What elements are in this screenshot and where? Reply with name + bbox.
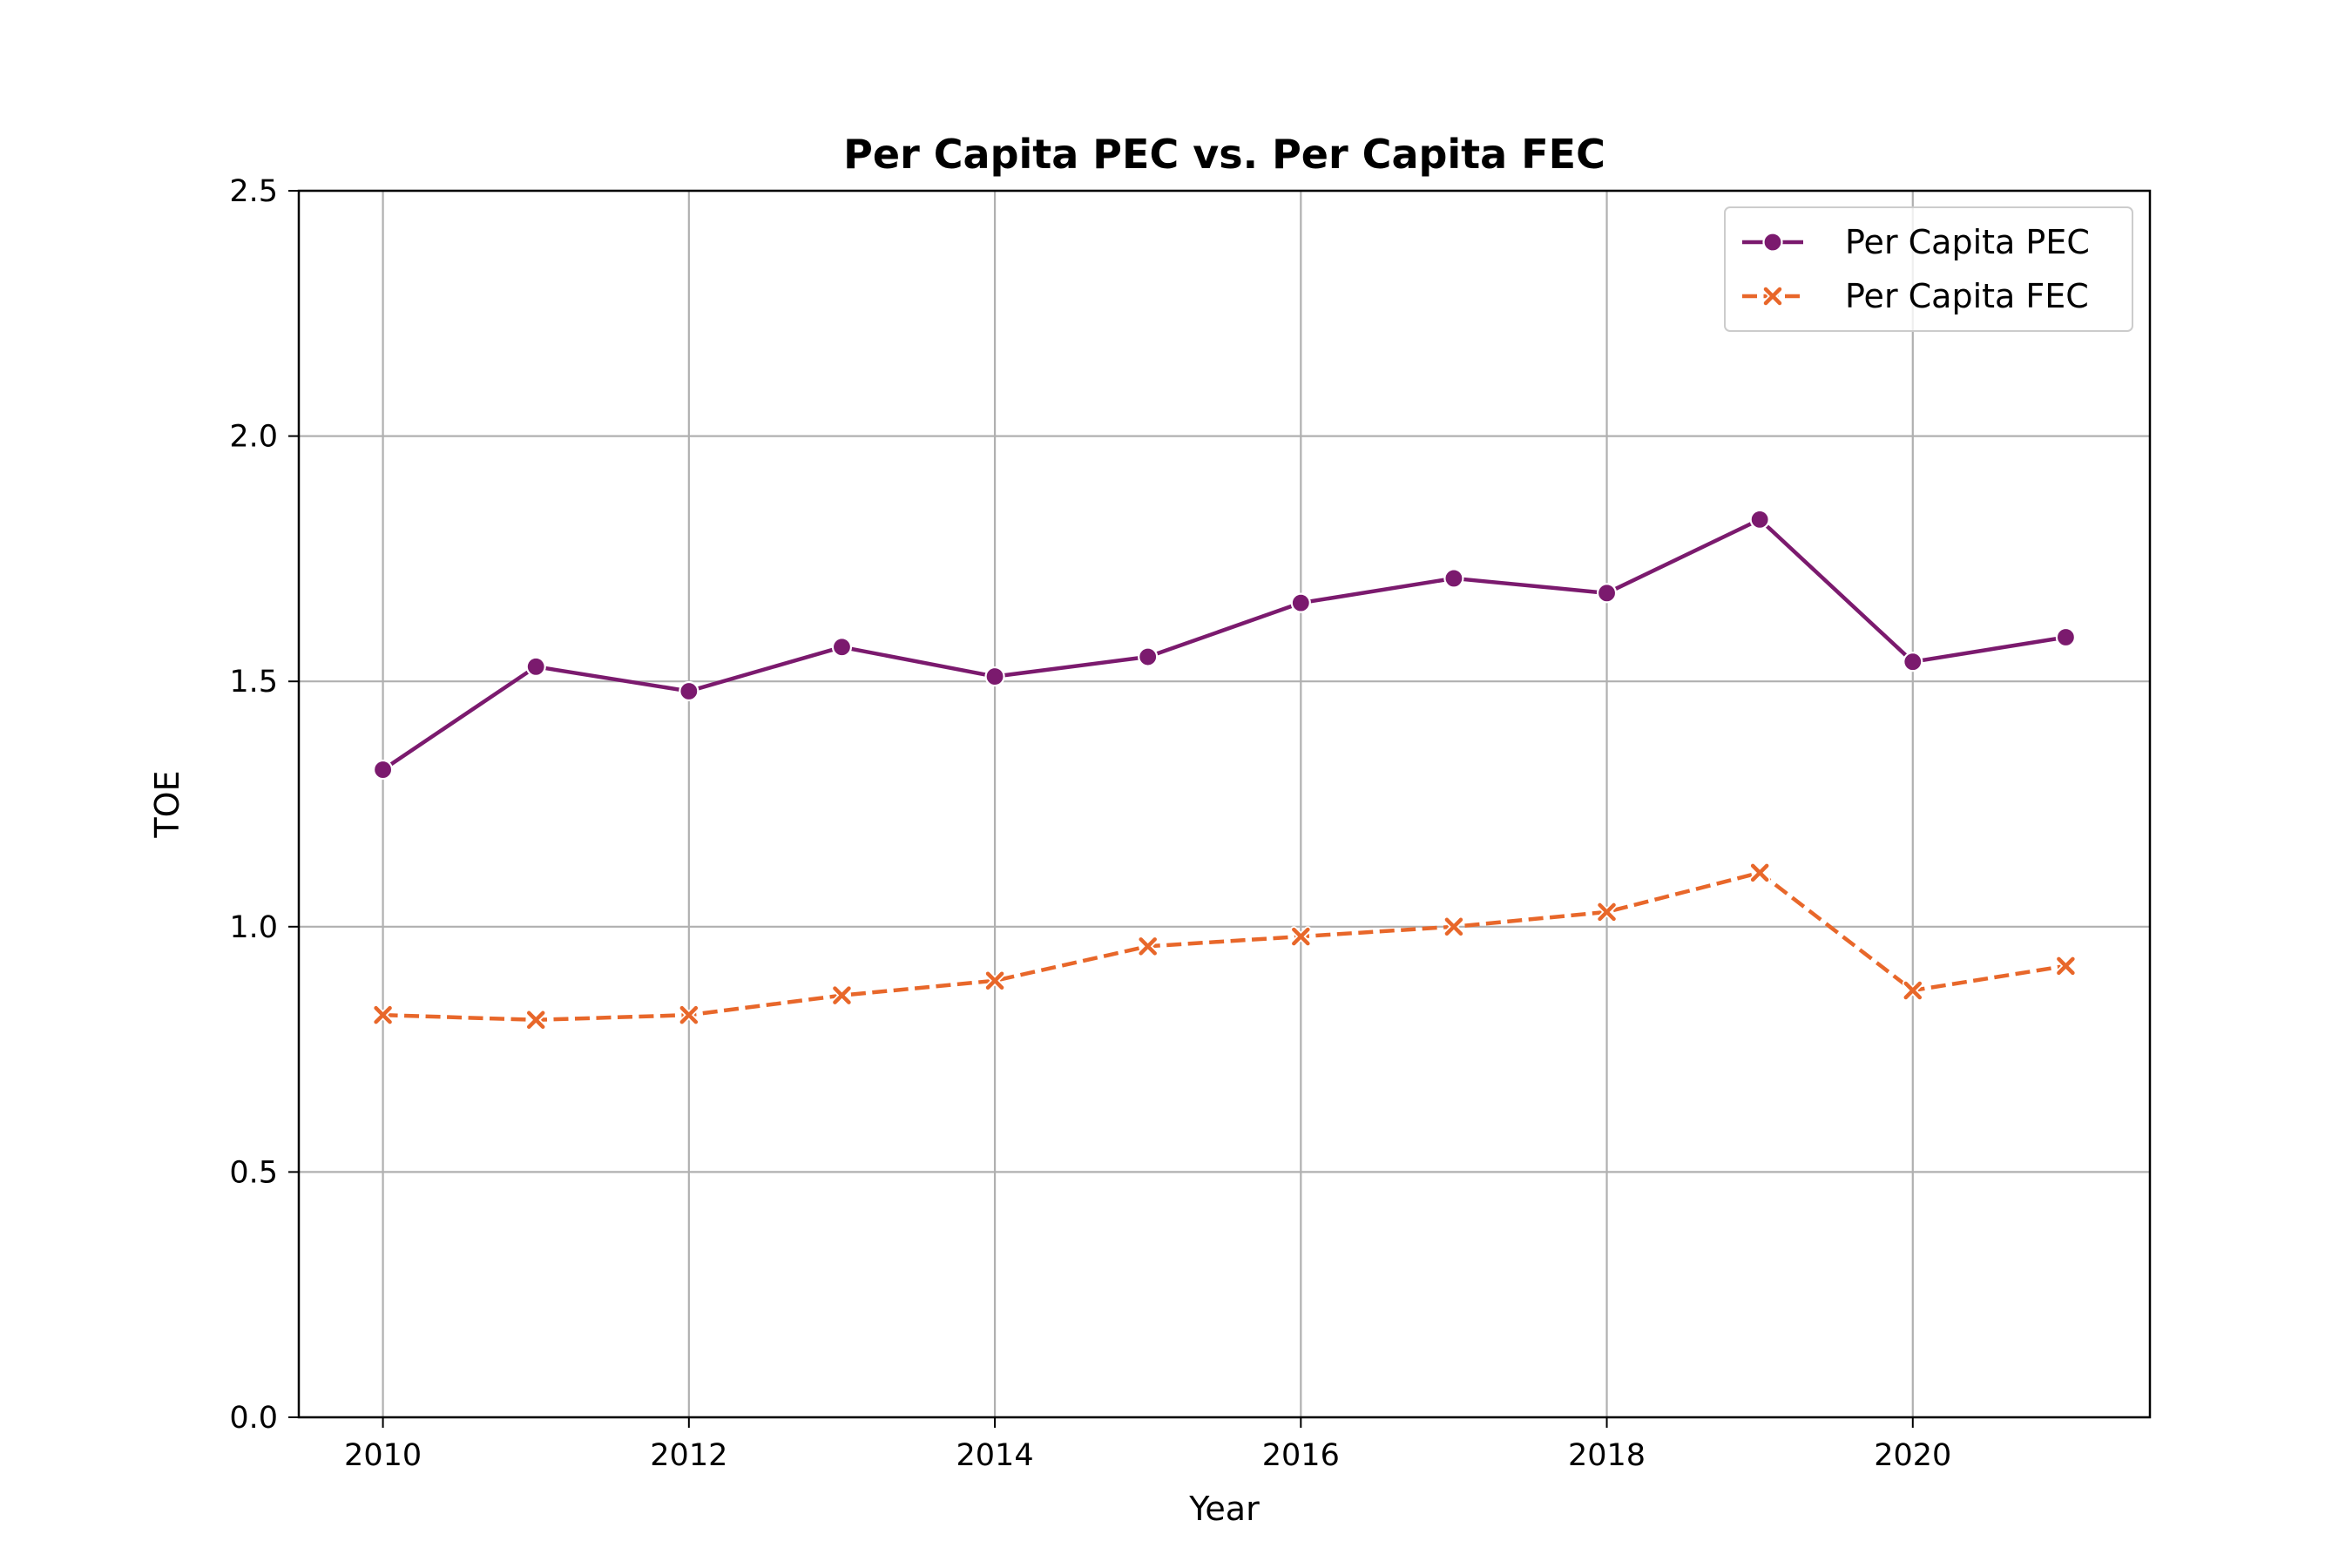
data-point (679, 680, 700, 702)
y-axis: 0.0 0.5 1.0 1.5 2.0 2.5 (229, 174, 299, 1436)
x-tick-label: 2012 (650, 1438, 727, 1473)
marker-stroke (374, 1005, 392, 1024)
plot-frame (297, 189, 2152, 1419)
marker-stroke (1139, 937, 1157, 956)
x-axis: 2010 2012 2014 2016 2018 2020 (344, 1417, 1951, 1473)
x-tick-label: 2020 (1874, 1438, 1951, 1473)
data-point (1138, 646, 1159, 667)
data-point (1749, 862, 1771, 883)
marker-stroke (1598, 902, 1616, 922)
data-point (984, 666, 1005, 687)
marker-stroke (1763, 287, 1782, 306)
legend-marker (1762, 232, 1783, 253)
x-tick-label: 2016 (1262, 1438, 1340, 1473)
data-point (1290, 926, 1312, 948)
y-tick-label: 0.0 (229, 1401, 278, 1436)
data-point (831, 637, 853, 658)
x-tick-label: 2014 (956, 1438, 1034, 1473)
data-point (1443, 916, 1464, 937)
data-point (372, 1004, 394, 1026)
marker-stroke (1750, 863, 1769, 882)
y-tick-label: 0.5 (229, 1155, 278, 1190)
y-tick-label: 1.5 (229, 665, 278, 700)
chart-title: Per Capita PEC vs. Per Capita FEC (843, 131, 1605, 178)
marker-stroke (679, 1005, 699, 1024)
marker-stroke (985, 971, 1004, 990)
y-axis-label: TOE (148, 770, 186, 838)
data-point (831, 984, 853, 1006)
y-tick-label: 1.0 (229, 910, 278, 945)
series-layer (372, 509, 2077, 1031)
data-point (984, 970, 1006, 991)
data-point (1290, 592, 1311, 613)
series-1 (372, 509, 2077, 781)
marker-stroke (1292, 927, 1310, 946)
data-point (1596, 583, 1618, 604)
data-point (2055, 626, 2077, 648)
data-point (1137, 936, 1159, 957)
data-point (2055, 955, 2077, 977)
grid (299, 189, 2150, 1419)
marker-stroke (1444, 917, 1463, 936)
series-2 (372, 862, 2077, 1031)
x-tick-label: 2010 (344, 1438, 422, 1473)
legend-item: Per Capita FEC (1742, 277, 2089, 315)
data-point (1443, 568, 1464, 589)
data-point (1596, 901, 1618, 923)
data-point (525, 656, 546, 677)
legend-item: Per Capita PEC (1742, 223, 2090, 261)
marker-stroke (526, 1010, 545, 1030)
marker-stroke (833, 986, 851, 1004)
y-tick-label: 2.0 (229, 420, 278, 455)
marker-stroke (1903, 981, 1923, 1000)
marker-stroke (2057, 956, 2075, 976)
series-line (382, 870, 2066, 1023)
data-point (1903, 652, 1923, 672)
x-tick-label: 2018 (1568, 1438, 1646, 1473)
x-axis-label: Year (1188, 1490, 1260, 1528)
legend-label: Per Capita FEC (1845, 277, 2089, 315)
data-point (525, 1009, 547, 1031)
data-point (678, 1004, 700, 1026)
legend-marker (1762, 286, 1783, 307)
data-point (372, 759, 394, 781)
legend-label: Per Capita PEC (1845, 223, 2090, 261)
legend-box (1724, 206, 2133, 332)
data-point (1902, 980, 1923, 1002)
data-point (1749, 509, 1770, 530)
y-tick-label: 2.5 (229, 174, 278, 209)
legend: Per Capita PEC Per Capita FEC (1724, 206, 2133, 332)
series-line (382, 517, 2066, 772)
